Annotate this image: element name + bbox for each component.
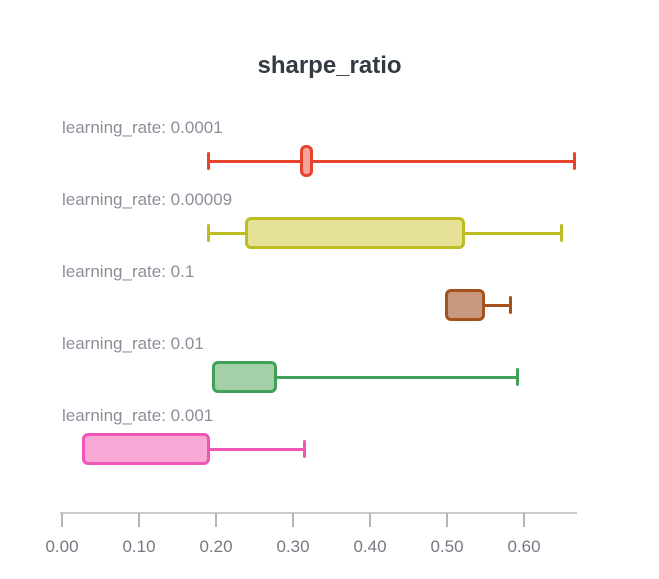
x-axis-line bbox=[60, 512, 577, 514]
x-axis-tick-label: 0.50 bbox=[430, 537, 464, 556]
series-label: learning_rate: 0.0001 bbox=[62, 118, 223, 137]
whisker-cap-min bbox=[206, 224, 210, 242]
x-axis-tick bbox=[523, 513, 525, 527]
series-label: learning_rate: 0.001 bbox=[62, 406, 214, 425]
whisker-line bbox=[212, 375, 518, 379]
x-axis-tick-label: 0.10 bbox=[122, 537, 156, 556]
whisker-cap-min bbox=[206, 152, 210, 170]
x-axis-tick-label: 0.30 bbox=[276, 537, 310, 556]
box-q1-q3[interactable] bbox=[444, 289, 485, 321]
series-label: learning_rate: 0.1 bbox=[62, 262, 195, 281]
whisker-cap-max bbox=[508, 296, 512, 314]
whisker-cap-max bbox=[560, 224, 564, 242]
x-axis-tick bbox=[61, 513, 63, 527]
x-axis-tick bbox=[369, 513, 371, 527]
chart-title: sharpe_ratio bbox=[257, 52, 402, 79]
whisker-line bbox=[208, 159, 575, 163]
box-q1-q3[interactable] bbox=[212, 361, 277, 393]
whisker-cap-max bbox=[573, 152, 577, 170]
x-axis-tick bbox=[138, 513, 140, 527]
x-axis-tick bbox=[446, 513, 448, 527]
series-label: learning_rate: 0.01 bbox=[62, 334, 204, 353]
x-axis-tick-label: 0.00 bbox=[45, 537, 79, 556]
series-label: learning_rate: 0.00009 bbox=[62, 190, 233, 209]
whisker-cap-max bbox=[516, 368, 520, 386]
box-q1-q3[interactable] bbox=[82, 433, 210, 465]
box-q1-q3[interactable] bbox=[299, 145, 313, 177]
box-q1-q3[interactable] bbox=[245, 217, 465, 249]
whisker-cap-max bbox=[303, 440, 307, 458]
x-axis-tick-label: 0.20 bbox=[199, 537, 233, 556]
x-axis-tick-label: 0.60 bbox=[507, 537, 541, 556]
x-axis-tick bbox=[292, 513, 294, 527]
x-axis-tick-label: 0.40 bbox=[353, 537, 387, 556]
x-axis-tick bbox=[215, 513, 217, 527]
